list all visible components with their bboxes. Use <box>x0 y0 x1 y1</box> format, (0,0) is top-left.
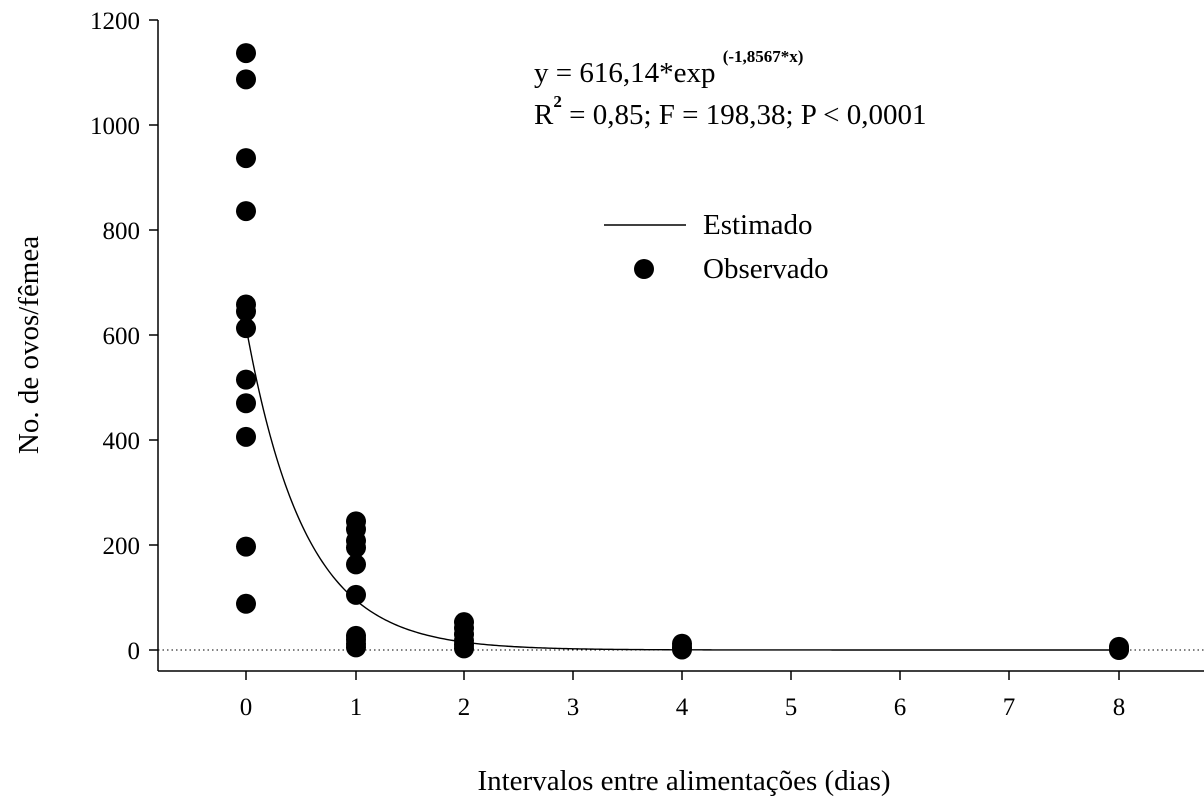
legend-label-observado: Observado <box>703 253 829 285</box>
legend: Estimado Observado <box>604 209 829 285</box>
estimado-curve <box>245 326 1118 651</box>
observado-point-10 <box>236 536 256 557</box>
observed-points-group <box>236 43 1129 660</box>
equation-line-2-r: R <box>534 99 554 131</box>
equation-line-1-main: y = 616,14*exp <box>534 57 723 89</box>
x-tick-label-0: 0 <box>240 694 253 721</box>
observado-point-5 <box>236 301 256 322</box>
observado-point-1 <box>236 69 256 90</box>
legend-dot-swatch <box>634 259 654 279</box>
x-tick-label-4: 4 <box>676 694 689 721</box>
x-axis-title: Intervalos entre alimentações (dias) <box>477 765 890 797</box>
y-tick-label-1200: 1200 <box>90 8 140 35</box>
equation-line-2-rest: = 0,85; F = 198,38; P < 0,0001 <box>562 99 927 131</box>
observado-point-27 <box>454 638 474 659</box>
equation-line-2: R2 = 0,85; F = 198,38; P < 0,0001 <box>534 92 926 131</box>
y-tick-label-800: 800 <box>103 218 141 245</box>
axes: 0 200 400 600 800 1000 1200 0 1 2 3 4 5 6 7 8 <box>90 8 1204 721</box>
x-tick-label-3: 3 <box>567 694 580 721</box>
y-tick-label-0: 0 <box>128 638 141 665</box>
y-tick-label-1000: 1000 <box>90 113 140 140</box>
x-tick-label-5: 5 <box>785 694 798 721</box>
equation-line-1: y = 616,14*exp (-1,8567*x) <box>534 47 803 89</box>
observado-point-0 <box>236 43 256 64</box>
observado-point-8 <box>236 393 256 414</box>
x-tick-label-8: 8 <box>1113 694 1126 721</box>
x-tick-label-6: 6 <box>894 694 907 721</box>
observado-point-16 <box>346 554 366 575</box>
x-tick-label-2: 2 <box>458 694 471 721</box>
fitted-curve-group <box>245 326 1118 651</box>
equation-line-2-r-exponent: 2 <box>553 92 562 111</box>
y-tick-label-200: 200 <box>103 533 141 560</box>
observado-point-11 <box>236 593 256 614</box>
observado-point-3 <box>236 201 256 222</box>
observado-point-6 <box>236 318 256 339</box>
observado-point-9 <box>236 426 256 447</box>
y-tick-label-600: 600 <box>103 323 141 350</box>
equation-line-1-exponent: (-1,8567*x) <box>723 47 804 66</box>
y-tick-label-400: 400 <box>103 428 141 455</box>
observado-point-17 <box>346 584 366 605</box>
observado-point-15 <box>346 537 366 558</box>
y-axis-title: No. de ovos/fêmea <box>13 236 45 454</box>
legend-label-estimado: Estimado <box>703 209 813 241</box>
x-tick-label-7: 7 <box>1003 694 1016 721</box>
equation-annotation: y = 616,14*exp (-1,8567*x) R2 = 0,85; F … <box>534 47 926 131</box>
observado-point-21 <box>346 637 366 658</box>
x-tick-label-1: 1 <box>350 694 363 721</box>
observado-point-33 <box>1109 640 1129 660</box>
observado-point-7 <box>236 369 256 390</box>
observado-point-2 <box>236 148 256 169</box>
observado-point-30 <box>672 639 692 660</box>
